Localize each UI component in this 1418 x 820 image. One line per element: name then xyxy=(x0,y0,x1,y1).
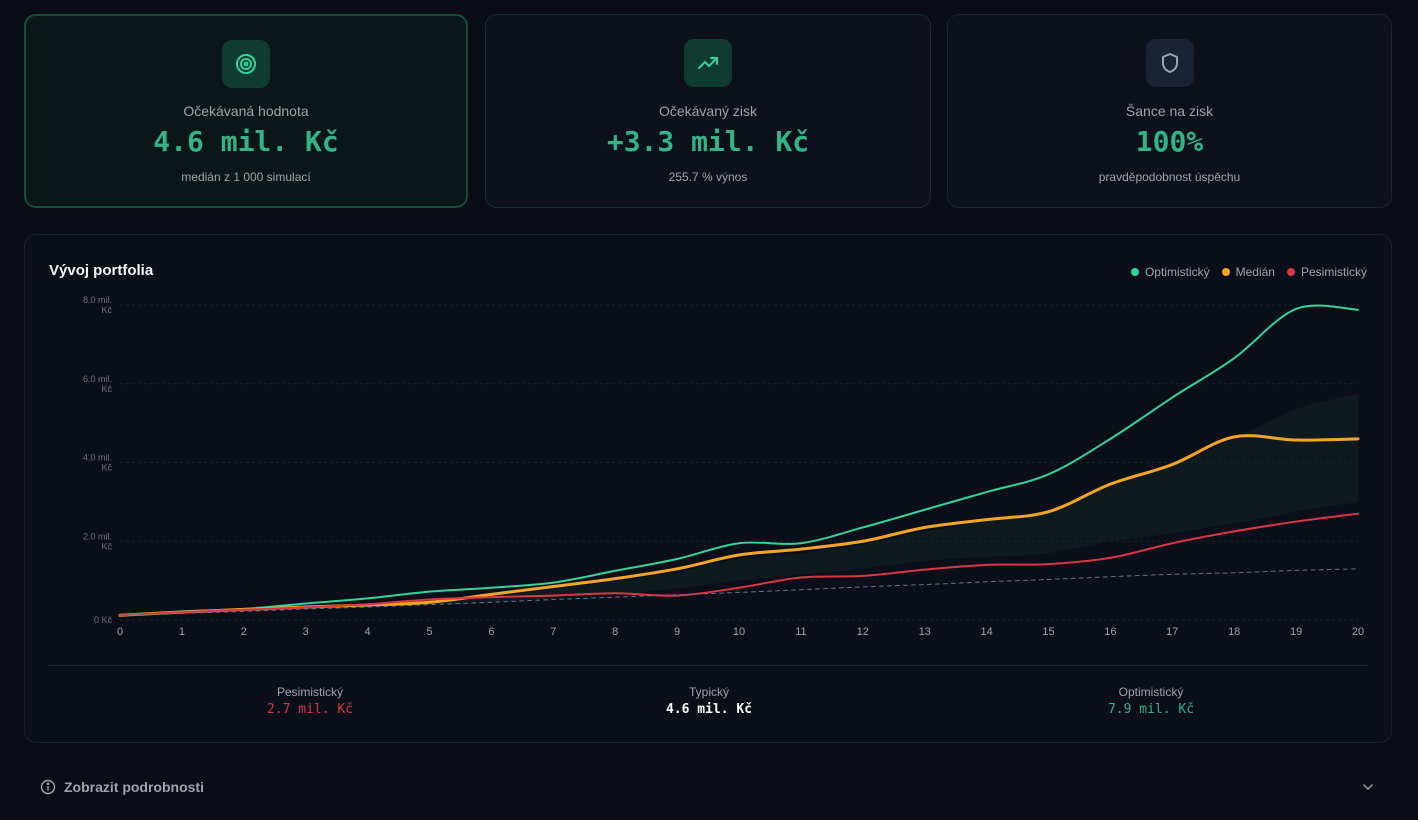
expected-profit-card: Očekávaný zisk +3.3 mil. Kč 255.7 % výno… xyxy=(485,14,931,208)
chevron-down-icon[interactable] xyxy=(1360,779,1376,795)
legend-item-optimistic[interactable]: Optimistický xyxy=(1130,265,1210,279)
card-subtitle: pravděpodobnost úspěchu xyxy=(1098,170,1241,184)
legend-label: Pesimistický xyxy=(1300,265,1367,279)
trending-up-icon xyxy=(684,39,732,87)
x-tick-label: 5 xyxy=(426,626,432,638)
summary-pessimistic: Pesimistický 2.7 mil. Kč xyxy=(160,685,460,717)
x-tick-label: 15 xyxy=(1042,626,1054,638)
card-value: 4.6 mil. Kč xyxy=(153,125,339,158)
confidence-band xyxy=(120,393,1358,616)
y-tick-label: 4.0 mil. Kč xyxy=(83,453,113,473)
x-tick-label: 3 xyxy=(303,626,309,638)
x-tick-label: 1 xyxy=(179,626,185,638)
card-label: Očekávaná hodnota xyxy=(183,103,309,119)
shield-icon xyxy=(1145,39,1194,87)
legend-dot xyxy=(1130,268,1139,276)
x-tick-label: 2 xyxy=(241,626,247,638)
card-label: Šance na zisk xyxy=(1125,103,1214,119)
x-tick-label: 4 xyxy=(365,626,371,638)
summary-value: 2.7 mil. Kč xyxy=(266,702,354,717)
stat-cards: Očekávaná hodnota 4.6 mil. Kč medián z 1… xyxy=(24,14,1392,210)
portfolio-line-chart: 0 Kč 2.0 mil. Kč 4.0 mil. Kč 6.0 mil. Kč 8.0 mi… xyxy=(83,295,1364,638)
y-tick-label: 0 Kč xyxy=(94,615,113,625)
card-subtitle: medián z 1 000 simulací xyxy=(181,170,311,184)
y-tick-label: 6.0 mil. Kč xyxy=(83,374,113,394)
x-tick-label: 7 xyxy=(550,626,556,638)
summary-label: Optimistický xyxy=(1118,685,1184,699)
x-tick-label: 12 xyxy=(857,626,869,638)
x-tick-label: 16 xyxy=(1104,626,1116,638)
x-tick-label: 11 xyxy=(795,626,806,638)
x-tick-label: 8 xyxy=(612,626,618,638)
summary-optimistic: Optimistický 7.9 mil. Kč xyxy=(1001,685,1301,717)
baseline-line xyxy=(119,568,1359,616)
legend-item-pessimistic[interactable]: Pesimistický xyxy=(1286,265,1367,279)
panel-title: Vývoj portfolia xyxy=(49,262,154,279)
x-tick-label: 9 xyxy=(674,626,680,638)
summary-value: 7.9 mil. Kč xyxy=(1107,702,1195,717)
summary-label: Pesimistický xyxy=(276,685,343,699)
card-value: 100% xyxy=(1135,125,1204,158)
summary-value: 4.6 mil. Kč xyxy=(665,702,753,717)
x-tick-label: 13 xyxy=(919,626,931,638)
summary-typical: Typický 4.6 mil. Kč xyxy=(559,685,859,717)
legend-item-median[interactable]: Medián xyxy=(1221,265,1275,279)
y-tick-label: 2.0 mil. Kč xyxy=(83,531,113,551)
target-icon xyxy=(222,40,270,88)
series-line-optimistick- xyxy=(119,304,1359,617)
x-tick-label: 0 xyxy=(117,626,123,638)
info-icon xyxy=(40,779,56,795)
details-label: Zobrazit podrobnosti xyxy=(64,779,204,795)
summary-label: Typický xyxy=(688,685,729,699)
x-tick-label: 17 xyxy=(1166,626,1178,638)
legend-label: Optimistický xyxy=(1144,265,1210,279)
x-tick-label: 10 xyxy=(733,626,745,638)
portfolio-chart-panel: Vývoj portfolia Optimistický Medián Pesi… xyxy=(24,234,1392,743)
profit-chance-card: Šance na zisk 100% pravděpodobnost úspěc… xyxy=(947,14,1392,208)
card-value: +3.3 mil. Kč xyxy=(606,125,810,158)
x-tick-label: 18 xyxy=(1228,626,1240,638)
x-tick-label: 20 xyxy=(1352,626,1364,638)
legend-label: Medián xyxy=(1235,265,1275,279)
x-tick-label: 19 xyxy=(1290,626,1302,638)
x-tick-label: 6 xyxy=(488,626,494,638)
expected-value-card: Očekávaná hodnota 4.6 mil. Kč medián z 1… xyxy=(24,14,468,208)
legend-dot xyxy=(1221,268,1230,276)
legend-dot xyxy=(1286,268,1295,276)
chart-legend: Optimistický Medián Pesimistický xyxy=(1130,265,1367,279)
y-tick-label: 8.0 mil. Kč xyxy=(83,295,113,315)
card-label: Očekávaný zisk xyxy=(658,103,758,119)
divider xyxy=(49,665,1367,666)
show-details-toggle[interactable]: Zobrazit podrobnosti xyxy=(24,766,1392,808)
card-subtitle: 255.7 % výnos xyxy=(668,170,748,184)
series-line-pesimistick- xyxy=(119,512,1359,617)
x-tick-label: 14 xyxy=(980,626,992,638)
